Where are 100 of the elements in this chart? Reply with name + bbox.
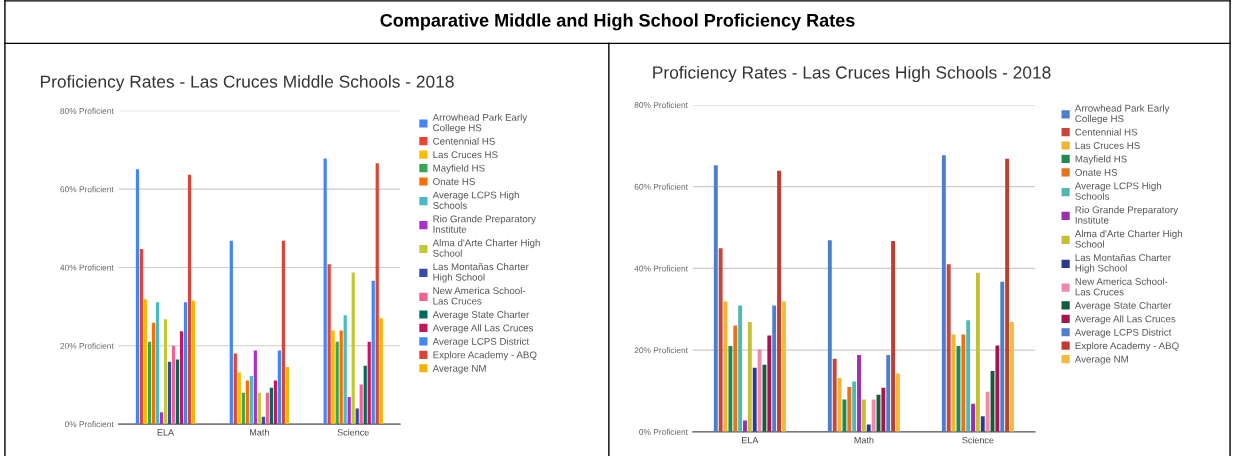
bar xyxy=(1000,281,1005,432)
bar xyxy=(327,264,331,425)
bar xyxy=(245,380,249,425)
bar xyxy=(179,331,184,425)
bar xyxy=(777,170,781,432)
bar xyxy=(980,416,985,432)
legend-label: Average All Las Cruces xyxy=(1074,315,1176,325)
bar xyxy=(847,386,852,432)
legend-label: Rio Grande Preparatory Institute xyxy=(433,215,536,233)
x-tick-label: ELA xyxy=(157,429,174,436)
legend-label: Average LCPS High Schools xyxy=(432,191,519,209)
bar xyxy=(743,420,747,432)
bar xyxy=(331,330,335,425)
bar xyxy=(747,321,752,432)
bar xyxy=(871,399,876,432)
y-tick-label: 40% Proficient xyxy=(634,265,688,272)
bar xyxy=(175,359,180,425)
y-tick-label: 20% Proficient xyxy=(60,342,114,349)
legend-label: Centennial HS xyxy=(433,137,495,145)
bar xyxy=(772,305,777,432)
bar xyxy=(375,163,379,425)
bar xyxy=(975,272,980,432)
legend-label: Mayfield HS xyxy=(433,164,485,174)
bar xyxy=(285,366,289,425)
bar xyxy=(886,355,891,432)
bar xyxy=(363,365,367,425)
bar xyxy=(269,387,273,425)
x-tick-label: Math xyxy=(250,428,269,436)
x-tick-label: Science xyxy=(962,436,994,444)
legend-label: New America School- Las Cruces xyxy=(1075,277,1168,296)
x-tick-label: ELA xyxy=(742,437,759,444)
y-tick-label: 0% Proficient xyxy=(639,428,688,435)
bar xyxy=(966,320,971,432)
bar xyxy=(143,299,148,425)
bar xyxy=(355,408,359,425)
bar xyxy=(183,302,188,425)
bar xyxy=(339,330,343,425)
bar xyxy=(713,165,718,432)
bar xyxy=(767,335,772,432)
bar xyxy=(187,174,192,425)
bar xyxy=(837,377,842,432)
bar xyxy=(881,387,886,432)
legend-label: Average State Charter xyxy=(432,310,530,320)
bar xyxy=(827,240,832,432)
bar xyxy=(277,350,281,425)
bar xyxy=(971,403,975,432)
legend-label: Alma d'Arte Charter High School xyxy=(432,239,540,257)
legend-label: Onate HS xyxy=(433,178,475,185)
y-tick-label: 60% Proficient xyxy=(60,186,114,193)
bar xyxy=(135,169,140,425)
legend-label: Average NM xyxy=(432,364,486,374)
bar xyxy=(323,158,327,425)
bar xyxy=(861,399,866,432)
bar xyxy=(249,375,253,425)
bar xyxy=(171,345,176,425)
y-tick-label: 80% Proficient xyxy=(634,101,688,108)
y-tick-label: 60% Proficient xyxy=(634,183,688,190)
bar xyxy=(335,341,339,425)
legend-label: Las Cruces HS xyxy=(433,151,498,159)
legend-label: Mayfield HS xyxy=(1075,155,1127,165)
chart-title: Proficiency Rates - Las Cruces Middle Schools - 2018 xyxy=(40,75,454,92)
bar xyxy=(1005,158,1010,432)
bar xyxy=(728,346,733,432)
y-tick-label: 20% Proficient xyxy=(634,347,688,354)
x-tick-label: Math xyxy=(854,436,874,444)
bar xyxy=(241,392,245,425)
legend-label: Explore Academy - ABQ xyxy=(1075,342,1179,352)
bar xyxy=(139,249,144,425)
bar xyxy=(1010,321,1014,432)
bar xyxy=(733,325,738,432)
legend-label: Las Montañas Charter High School xyxy=(433,263,529,283)
bar xyxy=(738,305,743,432)
legend-label: Average State Charter xyxy=(1074,301,1172,311)
bar xyxy=(351,272,355,425)
bar xyxy=(265,392,269,425)
bar xyxy=(343,315,347,425)
legend-label: Las Montañas Charter High School xyxy=(1075,253,1171,274)
legend-label: Onate HS xyxy=(1075,168,1118,176)
legend-label: Alma d'Arte Charter High School xyxy=(1074,229,1182,248)
bar xyxy=(151,322,156,425)
x-tick-label: Science xyxy=(337,428,369,436)
bar xyxy=(159,412,164,425)
bar xyxy=(163,319,168,425)
text: Comparative Middle and High School Proficiency Rates xyxy=(380,13,855,31)
bar xyxy=(866,424,871,432)
bar xyxy=(757,349,762,432)
bar xyxy=(752,367,757,432)
bar xyxy=(891,240,896,432)
bar xyxy=(946,264,951,432)
bar xyxy=(253,350,257,425)
y-tick-label: 40% Proficient xyxy=(60,264,114,271)
bar xyxy=(367,341,371,425)
bar xyxy=(718,248,723,432)
legend-label: Explore Academy - ABQ xyxy=(433,351,537,361)
bar xyxy=(359,384,363,425)
bar xyxy=(147,341,152,425)
bar xyxy=(995,345,1000,432)
y-tick-label: 0% Proficient xyxy=(64,421,114,428)
bar xyxy=(347,397,351,425)
bar xyxy=(781,301,786,432)
